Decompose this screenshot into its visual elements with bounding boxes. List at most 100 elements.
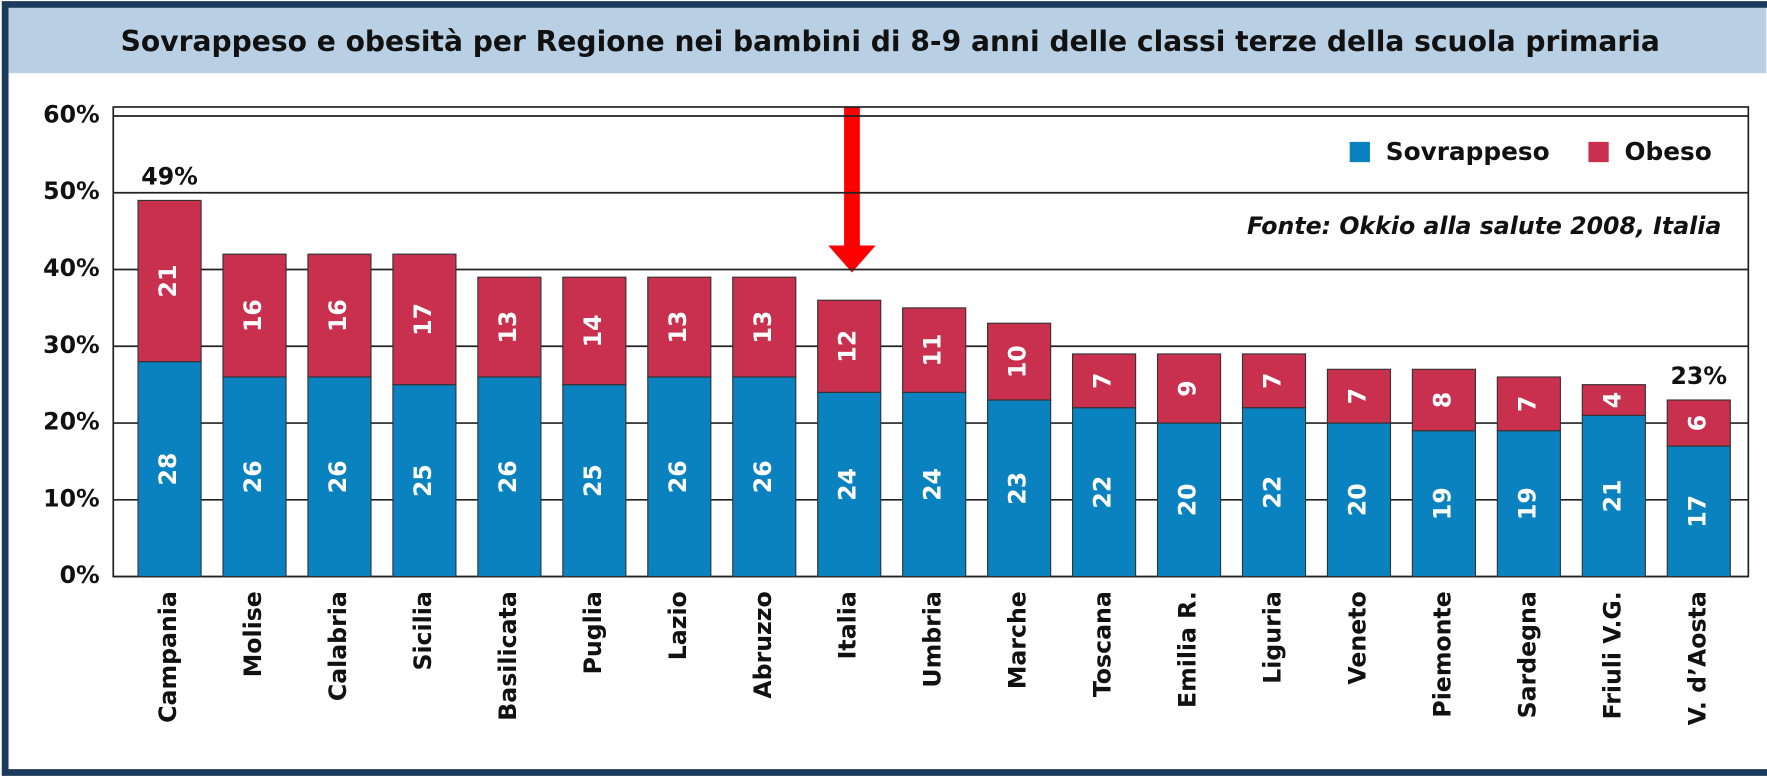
bar-segment	[902, 307, 967, 393]
bar-segment	[477, 276, 542, 378]
value-label: 7	[1343, 388, 1371, 404]
x-tick-label: Friuli V.G.	[1598, 591, 1626, 719]
bar-segment	[1496, 376, 1561, 432]
value-label: 14	[579, 314, 607, 347]
x-tick-label: V. d’Aosta	[1683, 591, 1711, 725]
x-tick-label: Liguria	[1259, 591, 1287, 684]
y-tick-label: 10%	[43, 484, 100, 512]
x-tick-label: Sardegna	[1513, 591, 1541, 718]
value-label: 19	[1428, 487, 1456, 520]
bar-segment	[307, 376, 372, 578]
y-tick-label: 20%	[43, 408, 100, 436]
bar-segment	[902, 391, 967, 578]
bar-segment	[392, 384, 457, 578]
value-label: 26	[324, 460, 352, 493]
bar-segment	[1496, 430, 1561, 578]
value-label: 25	[579, 464, 607, 497]
bar-segment	[1411, 430, 1477, 578]
bar-segment	[817, 391, 882, 578]
value-label: 13	[664, 311, 692, 344]
bar-segment	[1666, 399, 1731, 447]
bar-segment	[987, 322, 1052, 401]
arrow	[828, 106, 876, 273]
value-label: 23	[1004, 472, 1032, 505]
annotation: 23%	[1671, 362, 1728, 390]
x-tick-label: Sicilia	[409, 591, 437, 670]
x-tick-label: Puglia	[579, 591, 607, 674]
value-label: 19	[1513, 487, 1541, 520]
bar-segment	[477, 376, 542, 578]
value-label: 21	[154, 265, 182, 298]
chart-title: Sovrappeso e obesità per Regione nei bam…	[121, 25, 1660, 58]
bar-segment	[1411, 368, 1477, 432]
arrow-head	[828, 245, 876, 273]
bar-segment	[307, 253, 372, 378]
legend-label: Sovrappeso	[1386, 137, 1550, 166]
bar-segment	[1241, 407, 1307, 578]
title-band	[8, 7, 1767, 74]
value-label: 7	[1089, 373, 1117, 389]
value-label: 21	[1598, 480, 1626, 513]
value-label: 17	[1683, 495, 1711, 528]
value-label: 13	[749, 311, 777, 344]
x-tick-label: Calabria	[324, 591, 352, 701]
value-label: 24	[919, 468, 947, 501]
x-tick-label: Lazio	[664, 591, 692, 660]
bar-segment	[1156, 422, 1222, 578]
y-tick-label: 0%	[60, 561, 100, 589]
value-label: 13	[494, 311, 522, 344]
value-label: 22	[1089, 476, 1117, 509]
y-tick-label: 30%	[43, 331, 100, 359]
value-label: 16	[239, 299, 267, 332]
value-label: 24	[834, 468, 862, 501]
bar-segment	[137, 199, 202, 363]
value-label: 26	[664, 460, 692, 493]
bar-segment	[1326, 368, 1392, 424]
value-label: 26	[239, 460, 267, 493]
legend-label: Obeso	[1624, 137, 1711, 166]
x-tick-label: Campania	[154, 591, 182, 723]
bar-segment	[562, 276, 627, 386]
bar-segment	[732, 376, 797, 578]
value-label: 26	[749, 460, 777, 493]
value-label: 8	[1428, 392, 1456, 408]
bar-segment	[817, 299, 882, 393]
bar-segment	[1326, 422, 1392, 578]
value-label: 7	[1513, 396, 1541, 412]
arrow-shaft	[844, 106, 860, 248]
value-label: 22	[1259, 476, 1287, 509]
legend-swatch	[1588, 141, 1609, 163]
x-tick-label: Toscana	[1089, 591, 1117, 697]
bar-segment	[1071, 353, 1137, 409]
bar-segment	[987, 399, 1052, 578]
value-label: 26	[494, 460, 522, 493]
x-tick-label: Marche	[1004, 591, 1032, 689]
y-tick-label: 40%	[43, 254, 100, 282]
annotation: 49%	[141, 162, 198, 190]
value-label: 11	[919, 334, 947, 367]
bar-segment	[562, 384, 627, 578]
value-label: 20	[1343, 483, 1371, 516]
bar-segment	[1241, 353, 1307, 409]
legend-swatch	[1349, 141, 1370, 163]
value-label: 16	[324, 299, 352, 332]
bar-segment	[1581, 384, 1646, 416]
value-label: 20	[1174, 483, 1202, 516]
x-tick-label: Umbria	[919, 591, 947, 687]
value-label: 9	[1174, 380, 1202, 396]
x-tick-label: Emilia R.	[1174, 591, 1202, 708]
x-tick-label: Italia	[834, 591, 862, 659]
x-tick-label: Abruzzo	[749, 591, 777, 698]
bar-segment	[647, 376, 712, 578]
x-tick-label: Piemonte	[1428, 591, 1456, 717]
value-label: 4	[1598, 392, 1626, 408]
x-tick-label: Molise	[239, 591, 267, 677]
y-tick-label: 60%	[43, 100, 100, 128]
value-label: 6	[1683, 415, 1711, 431]
x-tick-label: Basilicata	[494, 591, 522, 721]
bar-segment	[1071, 407, 1137, 578]
source: Fonte: Okkio alla salute 2008, Italia	[1247, 212, 1721, 240]
bar-segment	[222, 253, 287, 378]
value-label: 28	[154, 453, 182, 486]
